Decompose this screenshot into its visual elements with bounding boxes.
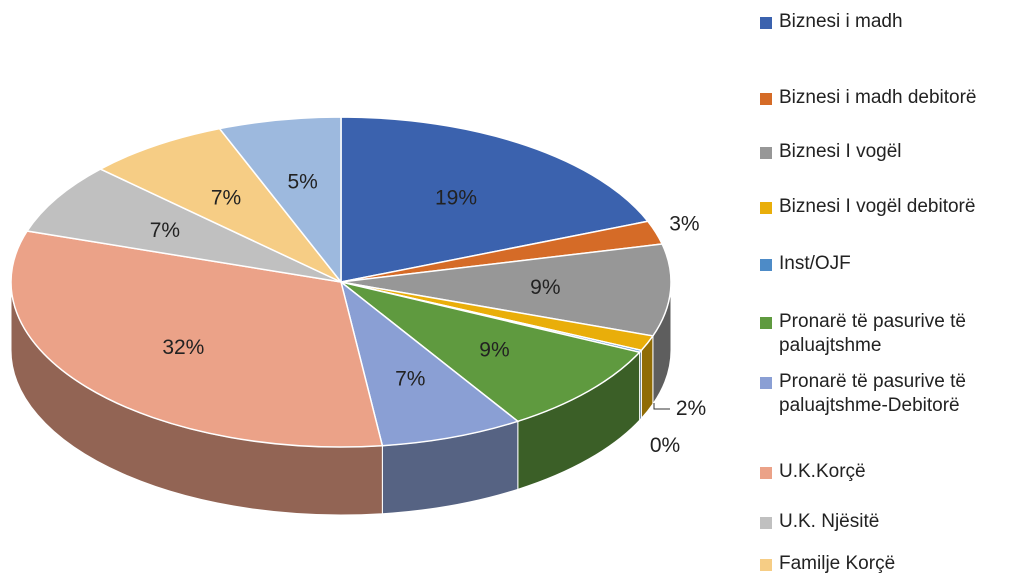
legend-label: Familje Korçë (779, 553, 896, 574)
data-label-pronare-te-pasurive-te-paluajtshme-5: 9% (479, 339, 509, 362)
leader-line (653, 403, 670, 410)
data-label-slice-10: 5% (287, 171, 317, 194)
data-label-biznesi-i-madh-0: 19% (435, 186, 477, 209)
legend-item-u-k-korce-7: U.K.Korçë (760, 460, 1029, 484)
legend-item-familje-korce-9: Familje Korçë (760, 552, 1029, 576)
legend-swatch (760, 559, 772, 571)
legend-swatch (760, 517, 772, 529)
data-label-u-k-njesite-8: 7% (150, 219, 180, 242)
legend-swatch (760, 147, 772, 159)
legend-swatch (760, 202, 772, 214)
pie-slices (10, 116, 672, 448)
legend-label: U.K.Korçë (779, 461, 866, 482)
pie-slice-pronare-te-pasurive-te-paluajtshme-5 (340, 281, 642, 423)
pie-slice-u-k-njesite-8 (25, 168, 342, 283)
legend-label: Biznesi i madh (779, 11, 903, 32)
legend-label: Biznesi I vogël debitorë (779, 196, 976, 217)
legend-swatch (760, 259, 772, 271)
legend-item-pronare-te-pasurive-te-paluajtshme-debitore-6: Pronarë të pasurive të paluajtshme-Debit… (760, 370, 1029, 418)
legend-label: Pronarë të pasurive të paluajtshme-Debit… (779, 371, 966, 416)
pie-slice-familje-korce-9 (98, 127, 342, 283)
legend-label: Biznesi I vogël (779, 141, 902, 162)
legend-item-inst-ojf-4: Inst/OJF (760, 252, 1029, 276)
legend-swatch (760, 467, 772, 479)
legend-swatch (760, 17, 772, 29)
legend-label: Inst/OJF (779, 253, 851, 274)
legend-item-pronare-te-pasurive-te-paluajtshme-5: Pronarë të pasurive të paluajtshme (760, 310, 1029, 358)
legend-swatch (760, 317, 772, 329)
pie-data-labels: 19% 3% 9% 2% 0% 9% 7% 32% 7% 7% 5% (150, 171, 706, 457)
legend-swatch (760, 377, 772, 389)
pie-slice-biznesi-i-madh-0 (340, 116, 650, 283)
legend-item-biznesi-i-madh-debitore-1: Biznesi i madh debitorë (760, 86, 1029, 110)
data-label-inst-ojf-4: 0% (650, 434, 680, 457)
data-label-u-k-korce-7: 32% (162, 336, 204, 359)
pie-slice-slice-10 (218, 116, 342, 285)
legend-label: U.K. Njësitë (779, 511, 880, 532)
legend-item-biznesi-i-madh-0: Biznesi i madh (760, 10, 1029, 34)
pie-slice-pronare-te-pasurive-te-paluajtshme-debitore-6 (339, 280, 520, 447)
pie-slice-biznesi-i-vogel-2 (340, 243, 672, 337)
legend-item-biznesi-i-vogel-debitore-3: Biznesi I vogël debitorë (760, 195, 1029, 219)
pie-chart: 19% 3% 9% 2% 0% 9% 7% 32% 7% 7% 5% (10, 116, 706, 516)
legend-swatch (760, 93, 772, 105)
data-label-biznesi-i-vogel-debitore-3: 2% (676, 397, 706, 420)
legend-label: Pronarë të pasurive të paluajtshme (779, 311, 966, 356)
data-label-pronare-te-pasurive-te-paluajtshme-debitore-6: 7% (395, 367, 425, 390)
pie-slice-u-k-korce-7 (10, 230, 384, 448)
data-label-biznesi-i-madh-debitore-1: 3% (669, 212, 699, 235)
chart-title: Takse Tinë ndërtesën (0, 0, 1036, 10)
data-label-familje-korce-9: 7% (211, 186, 241, 209)
data-label-biznesi-i-vogel-2: 9% (530, 276, 560, 299)
legend-item-u-k-njesite-8: U.K. Njësitë (760, 510, 1029, 534)
legend-item-biznesi-i-vogel-2: Biznesi I vogël (760, 140, 1029, 164)
legend-label: Biznesi i madh debitorë (779, 87, 977, 108)
